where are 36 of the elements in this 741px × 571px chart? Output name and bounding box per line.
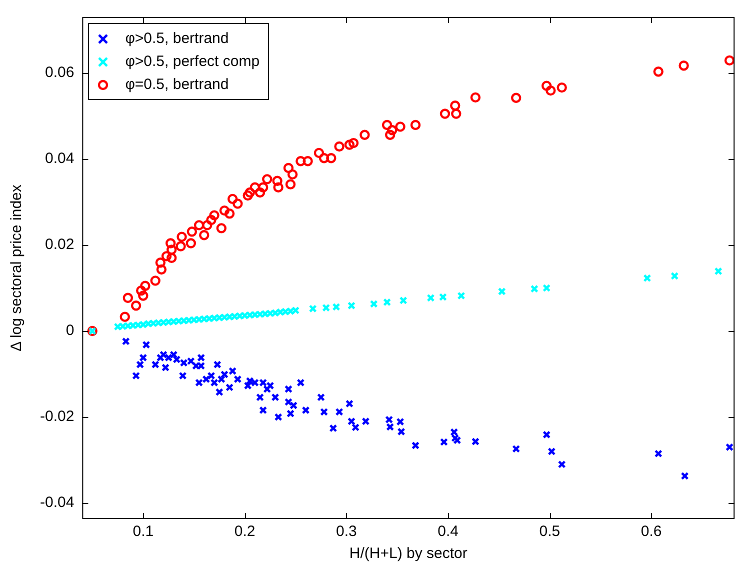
x-axis-title: H/(H+L) by sector bbox=[349, 545, 468, 562]
x-tick-label: 0.1 bbox=[132, 523, 154, 540]
y-tick-label: 0.06 bbox=[44, 64, 74, 82]
legend-label: φ=0.5, bertrand bbox=[125, 76, 229, 93]
point bbox=[457, 292, 466, 300]
point bbox=[542, 284, 551, 292]
x-tick-label: 0.4 bbox=[438, 523, 458, 540]
point bbox=[670, 272, 679, 280]
point bbox=[276, 308, 284, 316]
point bbox=[332, 302, 340, 311]
point bbox=[370, 300, 378, 308]
y-axis-title: Δ log sectoral price index bbox=[8, 184, 26, 352]
point bbox=[308, 304, 317, 313]
point bbox=[399, 296, 408, 305]
point bbox=[438, 293, 447, 302]
point bbox=[714, 267, 722, 276]
point bbox=[498, 287, 506, 296]
y-tick-label: -0.02 bbox=[40, 408, 74, 426]
point bbox=[643, 274, 652, 282]
point bbox=[139, 320, 148, 329]
y-tick-label: 0.02 bbox=[44, 236, 74, 254]
y-tick-label: 0.04 bbox=[44, 150, 74, 168]
y-tick-label: 0 bbox=[66, 322, 74, 340]
x-tick-label: 0.3 bbox=[336, 523, 357, 540]
point bbox=[292, 306, 300, 314]
x-tick-label: 0.6 bbox=[640, 523, 662, 540]
point bbox=[530, 284, 538, 293]
x-tick-label: 0.2 bbox=[234, 523, 256, 540]
point bbox=[383, 298, 392, 306]
x-tick-label: 0.5 bbox=[539, 523, 560, 540]
point bbox=[322, 304, 330, 312]
legend-label: φ>0.5, perfect comp bbox=[125, 53, 260, 70]
y-tick-label: -0.04 bbox=[40, 494, 74, 512]
point bbox=[347, 302, 356, 310]
legend-label: φ>0.5, bertrand bbox=[125, 30, 229, 47]
point bbox=[426, 294, 435, 302]
